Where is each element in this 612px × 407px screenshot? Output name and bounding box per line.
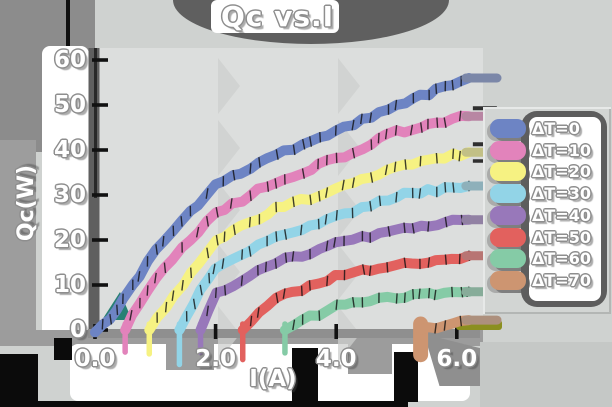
shadow-black-4	[54, 338, 72, 360]
legend-swatch	[490, 184, 526, 204]
legend-item: ΔT=20	[483, 162, 611, 182]
xaxis-gray-patch-1	[166, 344, 214, 370]
legend-swatch	[490, 162, 526, 182]
xaxis-gray-patch-2	[348, 344, 392, 374]
legend-label: ΔT=70	[532, 270, 591, 290]
x-tick-label: 2.0	[195, 346, 236, 372]
y-tick-label: 20	[53, 227, 86, 253]
legend-item: ΔT=30	[483, 184, 611, 204]
legend-swatch	[490, 270, 526, 290]
legend-item: ΔT=70	[483, 270, 611, 291]
legend-label: ΔT=30	[532, 184, 591, 204]
x-tick-label: 6.0	[436, 346, 478, 372]
legend: ΔT=0 ΔT=10 ΔT=20 ΔT=30 ΔT=40 ΔT=50 ΔT=60 ΔT=70	[483, 107, 611, 314]
legend-item: ΔT=50	[483, 227, 611, 248]
chart-title: Qc vs.I	[220, 0, 335, 33]
x-axis-label: I(A)	[249, 366, 297, 392]
y-tick-label: 30	[53, 182, 86, 208]
x-tick-label: 4.0	[315, 346, 357, 372]
x-tick-label: 0.0	[74, 346, 116, 372]
legend-item: ΔT=40	[483, 205, 611, 226]
bottomright-gray	[480, 342, 612, 407]
legend-swatch	[490, 140, 526, 160]
legend-item: ΔT=10	[483, 140, 611, 161]
legend-swatch	[490, 119, 526, 138]
ylabel-backdrop	[0, 140, 36, 345]
y-axis-label: Qc(W)	[14, 164, 39, 242]
legend-item: ΔT=60	[483, 249, 611, 269]
legend-label: ΔT=10	[532, 140, 591, 160]
legend-swatch	[490, 227, 526, 247]
legend-label: ΔT=20	[532, 162, 591, 182]
legend-label: ΔT=50	[532, 227, 591, 247]
ytick-backdrop	[42, 46, 89, 342]
legend-swatch	[490, 249, 526, 269]
y-tick-label: 40	[53, 137, 86, 163]
legend-label: ΔT=40	[532, 205, 591, 225]
legend-label: ΔT=60	[532, 249, 591, 269]
shadow-black-bottom	[18, 401, 408, 407]
shadow-black-2	[292, 348, 318, 404]
title-box	[211, 0, 339, 33]
legend-swatch	[490, 205, 526, 225]
y-tick-label: 10	[53, 272, 86, 298]
y-tick-label: 0	[69, 317, 86, 343]
legend-label: ΔT=0	[532, 119, 580, 138]
shadow-black-3	[394, 352, 418, 402]
legend-box	[529, 117, 601, 301]
legend-item: ΔT=0	[483, 119, 611, 139]
y-tick-label: 50	[53, 92, 86, 118]
shadow-black-1	[0, 354, 38, 407]
y-tick-label: 60	[53, 47, 86, 73]
